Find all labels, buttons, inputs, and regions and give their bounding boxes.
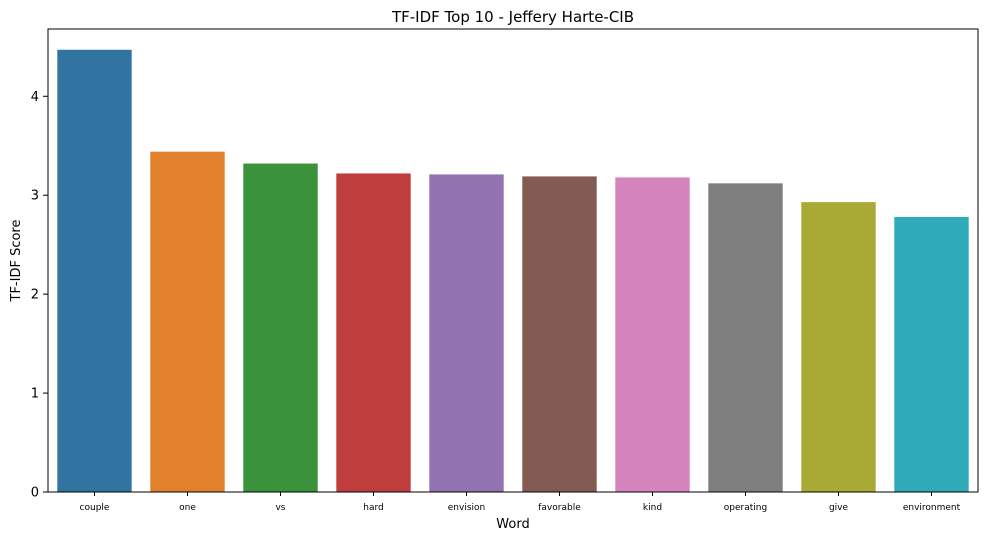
y-tick-label: 0 bbox=[31, 486, 39, 501]
bar-envision bbox=[429, 174, 504, 492]
y-axis-title: TF-IDF Score bbox=[9, 220, 24, 303]
x-tick-label: envision bbox=[448, 503, 485, 513]
x-tick-label: hard bbox=[363, 503, 383, 513]
chart-title: TF-IDF Top 10 - Jeffery Harte-CIB bbox=[391, 8, 634, 26]
x-tick-label: one bbox=[179, 503, 196, 513]
x-tick-label: couple bbox=[80, 503, 110, 513]
bar-one bbox=[150, 151, 225, 492]
bar-kind bbox=[615, 177, 690, 492]
x-tick-label: environment bbox=[903, 503, 961, 513]
bar-vs bbox=[243, 163, 318, 493]
y-tick-label: 3 bbox=[31, 189, 39, 204]
x-tick-label: give bbox=[829, 503, 849, 513]
plot-frame bbox=[47, 28, 979, 493]
x-tick-label: favorable bbox=[538, 503, 581, 513]
bar-operating bbox=[708, 183, 783, 493]
y-tick-label: 4 bbox=[31, 90, 39, 105]
y-tick-label: 2 bbox=[31, 288, 39, 303]
bar-favorable bbox=[522, 176, 597, 492]
x-tick-label: vs bbox=[275, 503, 285, 513]
y-tick-label: 1 bbox=[31, 387, 39, 402]
plot-area: 0 1 2 3 4 couple one vs hard envision favorable kin… bbox=[31, 49, 969, 513]
x-tick-label: kind bbox=[643, 503, 662, 513]
x-axis-title: Word bbox=[496, 517, 529, 532]
bar-couple bbox=[57, 49, 132, 493]
bar-environment bbox=[894, 216, 969, 492]
x-tick-label: operating bbox=[724, 503, 767, 513]
bar-hard bbox=[336, 173, 411, 492]
bar-give bbox=[801, 202, 876, 492]
